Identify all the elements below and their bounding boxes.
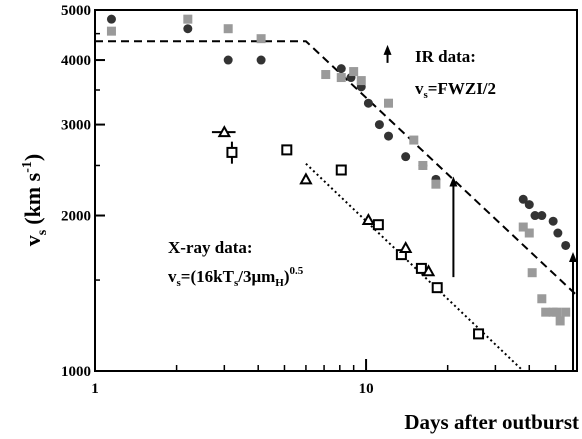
xray-square-point xyxy=(335,164,347,176)
dotted-fit-line xyxy=(305,162,524,372)
ir-circle-point xyxy=(374,120,384,130)
ir-square-point xyxy=(321,70,331,80)
ir-square-point xyxy=(518,222,528,232)
y-title-sub: s xyxy=(35,229,50,235)
lower-limit-arrows xyxy=(383,44,578,371)
x-tick-label: 1 xyxy=(91,381,99,397)
xray-formula-end: ) xyxy=(284,267,290,286)
xray-formula-sub2: s xyxy=(234,277,239,289)
ir-circle-point xyxy=(524,200,534,210)
plot-area xyxy=(94,9,578,372)
ir-square-point xyxy=(537,294,547,304)
y-title-sup: -1 xyxy=(20,161,35,173)
ir-square-point xyxy=(431,179,441,189)
ir-circle-point xyxy=(336,64,346,74)
y-title-units: (km s xyxy=(20,172,45,224)
xray-triangle-point xyxy=(398,240,413,254)
ir-circle-point xyxy=(223,55,233,65)
ir-annotation-title: IR data: xyxy=(415,47,476,66)
fit-lines xyxy=(95,40,578,372)
y-tick-label: 5000 xyxy=(61,3,91,19)
ir-formula-sub: s xyxy=(424,89,429,101)
ir-formula-v: v xyxy=(415,79,424,98)
y-title-close: ) xyxy=(20,154,45,161)
ir-circle-point xyxy=(363,98,373,108)
xray-triangle-point xyxy=(421,264,436,277)
xray-triangle-point xyxy=(217,125,232,138)
ir-square-point xyxy=(349,67,359,77)
ir-square-point xyxy=(256,34,266,44)
y-tick-label: 1000 xyxy=(61,364,91,380)
xray-formula-mid2: /3μm xyxy=(237,267,275,286)
xray-square-point xyxy=(473,328,485,340)
xray-square-point xyxy=(372,219,384,231)
dashed-fit-line xyxy=(95,40,578,297)
xray-annotation-formula: vs=(16kTs/3μmH)0.5 xyxy=(168,265,304,289)
ir-square-point xyxy=(409,135,419,145)
ir-square-point xyxy=(524,228,534,238)
ir-square-point xyxy=(356,76,366,86)
ir-square-point xyxy=(384,98,394,108)
xray-formula-sub: s xyxy=(177,277,182,289)
plot-frame xyxy=(94,9,578,372)
x-tick-label: 10 xyxy=(359,381,374,397)
ir-square-point xyxy=(552,307,562,317)
ir-circle-point xyxy=(256,55,266,65)
ir-annotation-formula: vs=FWZI/2 xyxy=(415,79,496,101)
axis-ticks xyxy=(94,9,578,372)
ir-circle-point xyxy=(518,194,528,204)
x-axis-title: Days after outburst xyxy=(404,410,579,434)
xray-square-point xyxy=(415,262,427,274)
ir-square-point xyxy=(183,14,193,24)
ir-square-point xyxy=(527,268,537,278)
xray-triangle-point xyxy=(361,212,376,226)
xray-square-point xyxy=(281,144,293,156)
y-tick-label: 4000 xyxy=(61,53,91,69)
y-axis-title: vs (km s-1) xyxy=(20,154,50,246)
y-tick-label: 2000 xyxy=(61,209,91,225)
ir-circle-point xyxy=(561,240,571,250)
xray-square-point xyxy=(226,146,238,158)
ir-square-point xyxy=(336,73,346,83)
ir-circle-point xyxy=(553,228,563,238)
ir-circle-point xyxy=(537,211,547,221)
y-tick-label: 3000 xyxy=(61,118,91,134)
ir-circle-point xyxy=(401,152,411,162)
ir-circle-point xyxy=(530,211,540,221)
ir-square-point xyxy=(106,26,116,36)
ir-circle-point xyxy=(548,216,558,226)
ir-square-point xyxy=(561,307,571,317)
ir-circle-point xyxy=(106,14,116,24)
xray-annotation-title: X-ray data: xyxy=(168,238,253,257)
ir-circle-point xyxy=(183,24,193,34)
y-title-v: v xyxy=(20,235,45,246)
ir-square-point xyxy=(418,160,428,170)
ir-square-point xyxy=(541,307,551,317)
xray-formula-v: v xyxy=(168,267,177,286)
xray-triangle-point xyxy=(299,172,313,185)
lower-limit-arrowhead xyxy=(449,176,458,187)
xray-square-point xyxy=(431,282,443,294)
lower-limit-arrowhead xyxy=(569,251,578,262)
ir-square-point xyxy=(555,316,565,326)
xray-formula-mid: =(16kT xyxy=(181,267,235,286)
lower-limit-arrowhead xyxy=(383,44,392,55)
tick-labels: 1 10 1000 2000 3000 4000 5000 xyxy=(61,3,374,397)
ir-square-point xyxy=(223,24,233,34)
ir-formula-rest: =FWZI/2 xyxy=(428,79,496,98)
xray-formula-sup: 0.5 xyxy=(289,265,303,277)
ir-circle-point xyxy=(384,131,394,141)
xray-formula-sub3: H xyxy=(275,277,284,289)
data-points xyxy=(106,14,571,340)
